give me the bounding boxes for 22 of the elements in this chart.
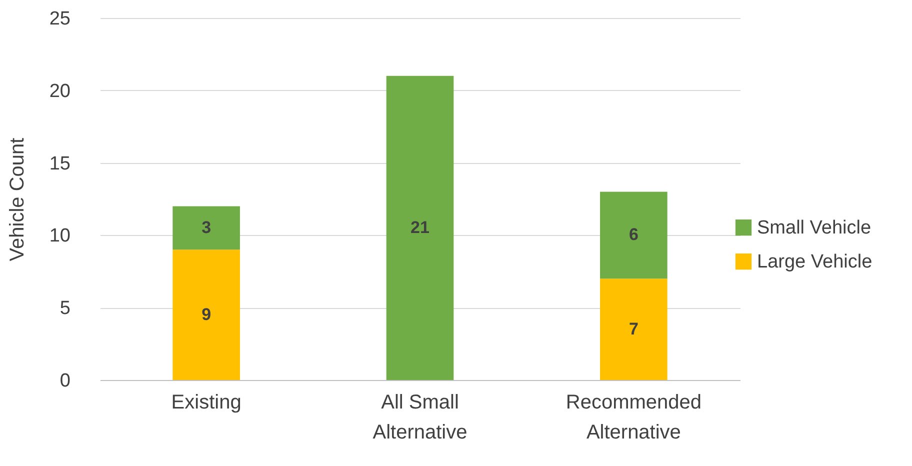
data-label: 7 (628, 319, 638, 338)
legend-label: Small Vehicle (757, 218, 872, 238)
y-tick-label: 10 (49, 226, 70, 247)
y-axis-title: Vehicle Count (6, 137, 28, 262)
y-tick-label: 5 (60, 298, 70, 320)
x-tick-label: Existing (171, 392, 242, 414)
bar (600, 278, 668, 380)
y-tick-label: 25 (49, 8, 70, 30)
data-label: 9 (202, 304, 212, 324)
bar (172, 206, 240, 250)
data-label: 3 (202, 218, 212, 237)
y-tick-label: 0 (60, 370, 70, 392)
x-tick-label: All Small Alternative (372, 392, 468, 444)
legend-label: Large Vehicle (757, 252, 872, 272)
y-tick-label: 15 (49, 153, 70, 174)
y-tick-label: 20 (49, 80, 70, 102)
bar (600, 192, 668, 279)
bar (386, 76, 454, 380)
data-label: 6 (628, 225, 638, 244)
data-label: 21 (410, 218, 430, 237)
x-tick-label: Recommended Alternative (566, 392, 702, 444)
bar (172, 250, 240, 380)
